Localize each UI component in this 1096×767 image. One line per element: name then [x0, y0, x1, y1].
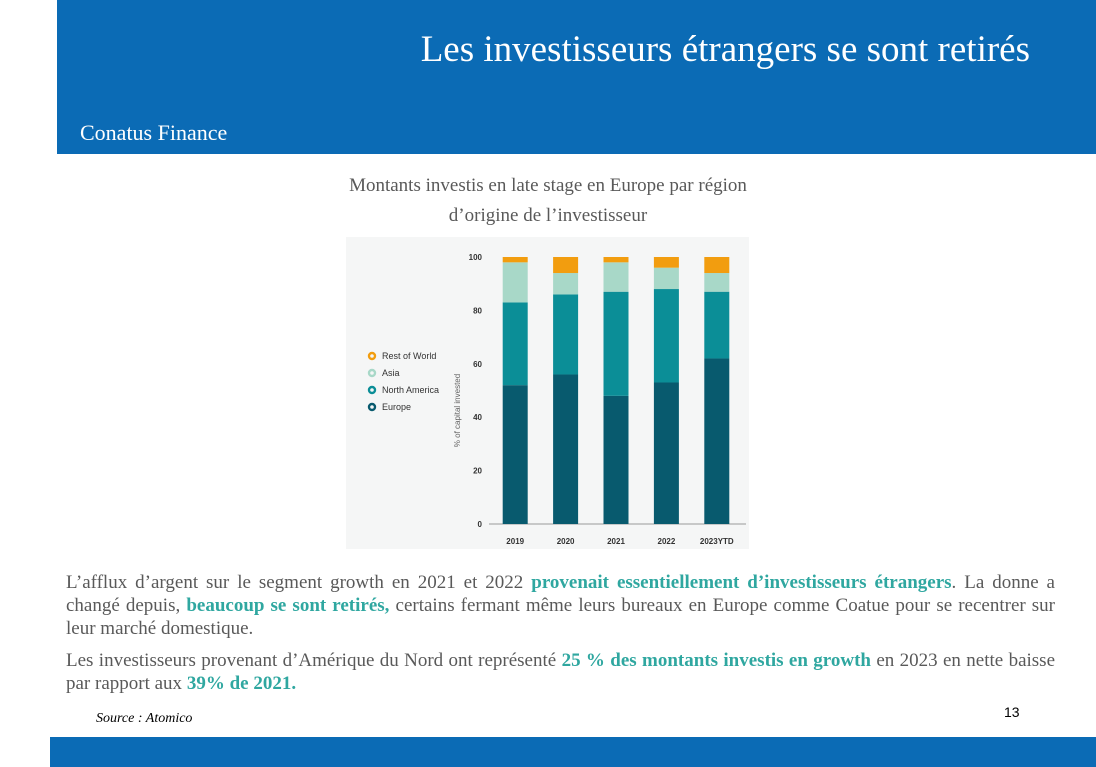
bar-segment [553, 257, 579, 274]
y-tick-label: 100 [469, 253, 483, 262]
chart-caption-line2: d’origine de l’investisseur [448, 205, 648, 226]
chart-panel: 0 20 40 60 80 100 % of capital invested 2019 202… [346, 237, 749, 549]
footer-bar [50, 737, 1096, 767]
bar-segment [603, 257, 629, 263]
bar-segment [502, 302, 528, 386]
paragraph-2-text-a: Les investisseurs provenant d’Amérique d… [66, 650, 562, 671]
bar-segment [603, 262, 629, 292]
y-tick-label: 20 [473, 467, 482, 476]
slide-title: Les investisseurs étrangers se sont reti… [420, 29, 1030, 70]
y-tick-label: 0 [478, 520, 483, 529]
y-tick-label: 60 [473, 360, 482, 369]
paragraph-1-text-e: certains fermant même leurs bureaux en E… [66, 595, 1056, 639]
legend-label: Rest of World [382, 351, 436, 361]
bar-segment [653, 257, 679, 268]
chart-caption-line1: Montants investis en late stage en Europ… [349, 175, 747, 196]
x-tick-label: 2022 [658, 537, 676, 546]
bar-segment [653, 267, 679, 290]
title-banner: Les investisseurs étrangers se sont reti… [57, 0, 1096, 154]
paragraph-1-highlight-2: beaucoup se sont retirés, [186, 595, 390, 616]
y-tick-label: 40 [473, 413, 482, 422]
bar-segment [502, 257, 528, 263]
paragraph-2-highlight-1: 25 % des montants investis en growth [561, 650, 871, 671]
bar-segment [553, 294, 579, 375]
paragraph-2-highlight-2: 39% de 2021. [186, 673, 297, 694]
chart-caption: Montants investis en late stage en Europ… [270, 171, 826, 231]
legend-label: North America [382, 385, 439, 395]
bar-segment [603, 395, 629, 524]
bar-segment [502, 385, 528, 524]
y-tick-label: 80 [473, 306, 482, 315]
bar-segment [653, 382, 679, 524]
bar-segment [553, 273, 579, 295]
bar-segment [704, 291, 730, 359]
bar-segment [603, 291, 629, 396]
legend-marker [367, 385, 377, 395]
paragraph-1: L’afflux d’argent sur le segment growth … [66, 571, 1055, 640]
legend-label: Asia [382, 368, 400, 378]
paragraph-2-text-c: en 2023 en nette baisse par rapport aux [66, 650, 1056, 694]
brand-name: Conatus Finance [80, 120, 228, 145]
legend-marker [367, 368, 377, 378]
x-tick-label: 2020 [557, 537, 575, 546]
paragraph-2: Les investisseurs provenant d’Amérique d… [66, 649, 1055, 695]
y-axis-title: % of capital invested [453, 374, 462, 447]
stacked-bar-chart: 0 20 40 60 80 100 % of capital invested 2019 202… [367, 253, 746, 546]
legend-marker [367, 351, 377, 361]
x-tick-label: 2021 [607, 537, 625, 546]
bar-segment [502, 262, 528, 303]
paragraph-1-text-a: L’afflux d’argent sur le segment growth … [66, 572, 532, 593]
x-tick-label: 2019 [506, 537, 524, 546]
paragraph-1-highlight-1: provenait essentiellement d’investisseur… [531, 572, 952, 593]
page-number: 13 [1004, 704, 1020, 720]
bar-segment [704, 358, 730, 524]
legend-label: Europe [382, 402, 411, 412]
source-note: Source : Atomico [96, 711, 193, 726]
x-tick-label: 2023YTD [700, 537, 734, 546]
bar-segment [653, 289, 679, 383]
bar-segment [553, 374, 579, 524]
bar-segment [704, 273, 730, 292]
legend-marker [367, 402, 377, 412]
paragraph-1-text-c: . La donne a changé depuis, [66, 572, 1055, 616]
bar-segment [704, 257, 730, 274]
